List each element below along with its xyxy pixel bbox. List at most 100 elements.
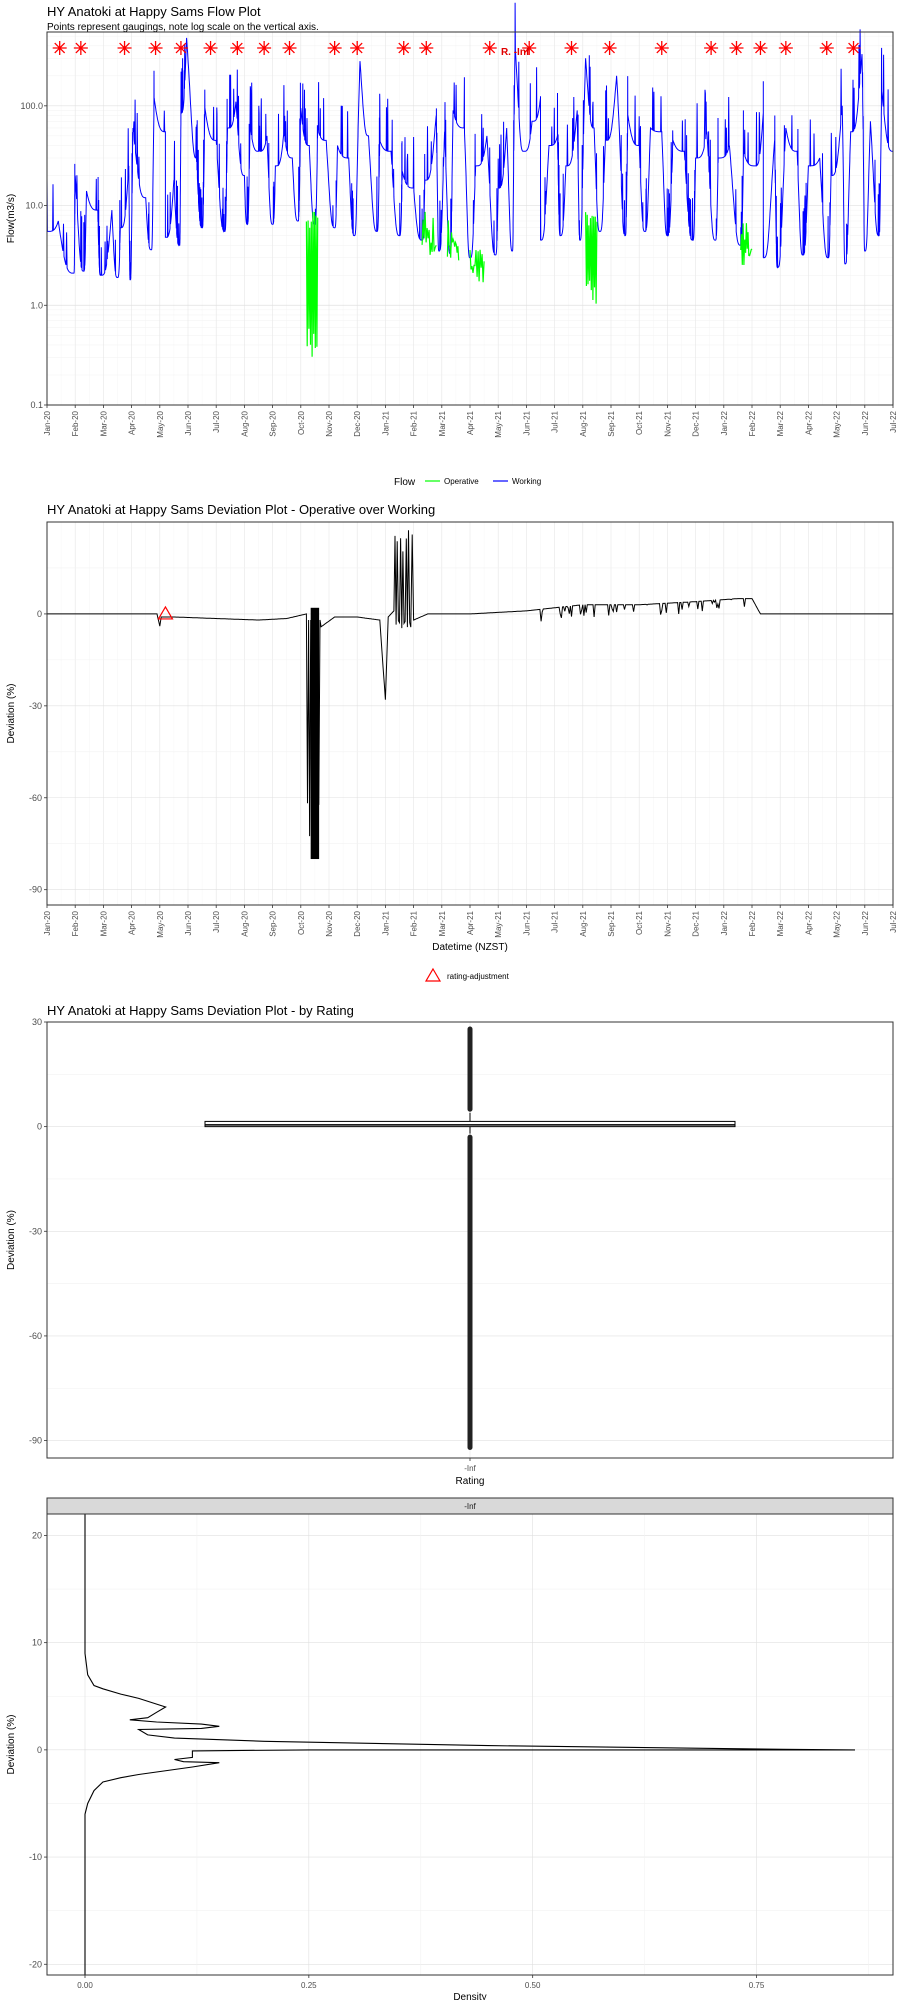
x-tick-label: Jul-21 [551, 410, 560, 432]
gauging-point [173, 41, 188, 56]
x-tick-label: Jun-22 [861, 910, 870, 935]
y-tick-label: -90 [29, 885, 42, 895]
x-tick-label: Feb-20 [71, 910, 80, 936]
gauging-point [654, 41, 669, 56]
x-tick-label: Sep-21 [607, 410, 616, 436]
x-tick-label: Mar-20 [99, 910, 108, 936]
x-tick-label: Jul-20 [212, 410, 221, 432]
deviation-rating-title: HY Anatoki at Happy Sams Deviation Plot … [47, 1003, 354, 1018]
x-tick-label: Dec-21 [692, 910, 701, 936]
gauging-point [203, 41, 218, 56]
x-tick-label: 0.25 [301, 1981, 317, 1990]
facet-strip-label: -Inf [464, 1502, 476, 1511]
x-tick-label: Oct-21 [635, 410, 644, 435]
legend-label-rating-adjustment: rating-adjustment [447, 972, 510, 981]
y-axis-label: Deviation (%) [6, 1714, 17, 1774]
flow-plot-title: HY Anatoki at Happy Sams Flow Plot [47, 4, 261, 19]
flow-plot-chart: 0.1 1.0 10.0 100.0 R. -Inf Jan-20 Feb-20 Mar-20… [6, 2, 898, 488]
gauging-point [819, 41, 834, 56]
x-axis-label: Rating [456, 1476, 485, 1487]
gauging-point [602, 41, 617, 56]
x-tick-label: Sep-21 [607, 910, 616, 936]
x-tick-label: Jul-22 [889, 410, 898, 432]
y-tick-label: -10 [29, 1852, 42, 1862]
gauging-point [52, 41, 67, 56]
x-tick-label: Jan-20 [43, 410, 52, 435]
density-panel: -Inf -20 -10 0 10 20 0.00 0.25 0.50 0.75 Density De… [0, 1495, 900, 2000]
x-tick-label: Sep-20 [269, 410, 278, 436]
gauging-point [230, 41, 245, 56]
x-tick-label: Aug-20 [240, 410, 249, 436]
y-tick-label: -30 [29, 1226, 42, 1236]
x-tick-label: Mar-20 [99, 410, 108, 436]
x-tick-label: Nov-20 [325, 410, 334, 436]
x-tick-label: Aug-21 [579, 910, 588, 936]
x-tick-label: Jul-21 [551, 910, 560, 932]
x-tick-label: Feb-21 [410, 910, 419, 936]
y-axis-label: Deviation (%) [6, 683, 17, 743]
y-tick-label: -60 [29, 1331, 42, 1341]
x-tick-label: Nov-20 [325, 910, 334, 936]
gauging-point [350, 41, 365, 56]
plot-border [46, 1513, 894, 1976]
x-tick-label: 0.50 [525, 1981, 541, 1990]
y-tick-label: -30 [29, 701, 42, 711]
deviation-rating-panel: HY Anatoki at Happy Sams Deviation Plot … [0, 990, 900, 1495]
y-tick-label: 100.0 [20, 101, 43, 111]
y-tick-label: -60 [29, 793, 42, 803]
y-tick-label: 0 [37, 1745, 42, 1755]
x-tick-label: May-22 [833, 410, 842, 437]
legend-title: Flow [394, 477, 416, 488]
y-axis-label: Deviation (%) [6, 1210, 17, 1270]
operative-series-line [585, 212, 598, 304]
x-tick-label: Apr-22 [804, 410, 813, 435]
x-tick-label: Nov-21 [663, 410, 672, 436]
operative-series-line [469, 249, 485, 283]
y-tick-label: -20 [29, 1959, 42, 1969]
gauging-point [729, 41, 744, 56]
x-tick-label: Apr-20 [128, 910, 137, 935]
x-tick-label: Jan-22 [720, 410, 729, 435]
deviation-series-line [47, 530, 893, 846]
gauging-point [148, 41, 163, 56]
x-tick-label: Apr-21 [466, 410, 475, 435]
operative-series-line [446, 220, 460, 261]
x-tick-label: Feb-22 [748, 910, 757, 936]
y-axis-label: Flow(m3/s) [6, 194, 17, 243]
flow-plot-subtitle: Points represent gaugings, note log scal… [47, 22, 319, 33]
deviation-time-chart: -90 -60 -30 0 Jan-20 Feb-20 Mar-20 Apr-20 May-20… [6, 521, 898, 982]
x-tick-label: Mar-22 [776, 910, 785, 936]
y-tick-label: 0 [37, 1122, 42, 1132]
x-tick-label: Feb-21 [410, 410, 419, 436]
operative-series-line [421, 211, 437, 255]
x-tick-label: Dec-20 [353, 910, 362, 936]
gauging-point [778, 41, 793, 56]
legend-key-rating-adjustment [424, 967, 442, 982]
x-tick-label: Jan-22 [720, 910, 729, 935]
gauging-point [419, 41, 434, 56]
x-tick-label: Mar-22 [776, 410, 785, 436]
x-tick-label: Oct-20 [297, 910, 306, 935]
rating-adjustment-marker [157, 605, 174, 620]
gauging-point [846, 41, 861, 56]
gauging-point [753, 41, 768, 56]
x-tick-label: Apr-21 [466, 910, 475, 935]
y-tick-label: -90 [29, 1436, 42, 1446]
gauging-point [482, 41, 497, 56]
gauging-point [522, 41, 537, 56]
x-tick-label: Jun-22 [861, 410, 870, 435]
gauging-point [327, 41, 342, 56]
x-tick-label: Oct-21 [635, 910, 644, 935]
gauging-point [564, 41, 579, 56]
gauging-point [396, 41, 411, 56]
x-tick-label: Jun-20 [184, 910, 193, 935]
y-tick-label: 20 [32, 1530, 42, 1540]
operative-series-line [305, 211, 319, 357]
x-tick-label: May-22 [833, 910, 842, 937]
gauging-point [117, 41, 132, 56]
box-body [204, 1120, 736, 1128]
x-tick-label: Aug-21 [579, 410, 588, 436]
deviation-dense-band [310, 607, 320, 860]
y-tick-label: 0.1 [30, 400, 43, 410]
x-tick-label: May-20 [156, 910, 165, 937]
